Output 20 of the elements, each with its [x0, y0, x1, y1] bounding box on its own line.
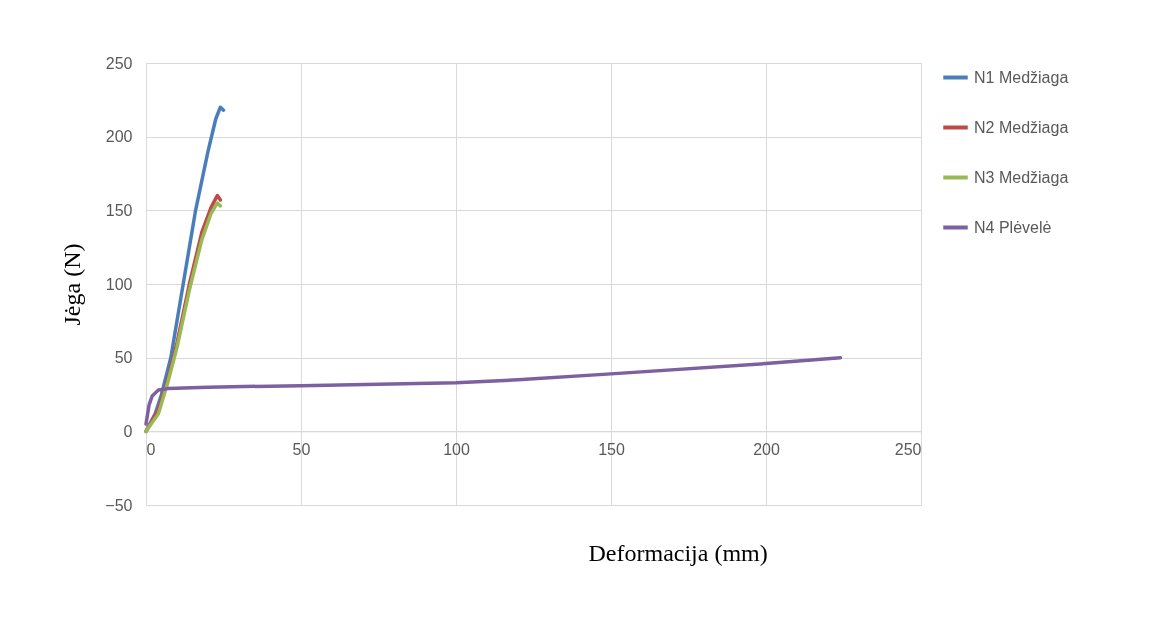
y-tick-label: 250: [105, 54, 133, 72]
x-tick-label: 100: [443, 440, 470, 458]
y-tick-label: −50: [105, 496, 133, 514]
x-tick-label: 0: [146, 440, 156, 458]
legend-label: N1 Medžiaga: [974, 68, 1069, 86]
x-tick-label: 200: [753, 440, 780, 458]
legend-label: N4 Plėvelė: [974, 218, 1052, 236]
x-tick-label: 150: [598, 440, 625, 458]
y-tick-label: 100: [105, 275, 133, 293]
legend-label: N2 Medžiaga: [974, 118, 1069, 136]
y-tick-label: 200: [105, 128, 133, 146]
x-axis-title: Deformacija (mm): [588, 539, 768, 566]
x-tick-label: 50: [292, 440, 311, 458]
legend-label: N3 Medžiaga: [974, 168, 1069, 186]
y-tick-label: 0: [123, 422, 133, 440]
line-series: [144, 355, 843, 426]
y-axis-title: Jėga (N): [59, 243, 86, 326]
y-tick-label: 50: [114, 349, 133, 367]
y-tick-label: 150: [105, 201, 133, 219]
x-tick-label: 250: [894, 440, 922, 458]
